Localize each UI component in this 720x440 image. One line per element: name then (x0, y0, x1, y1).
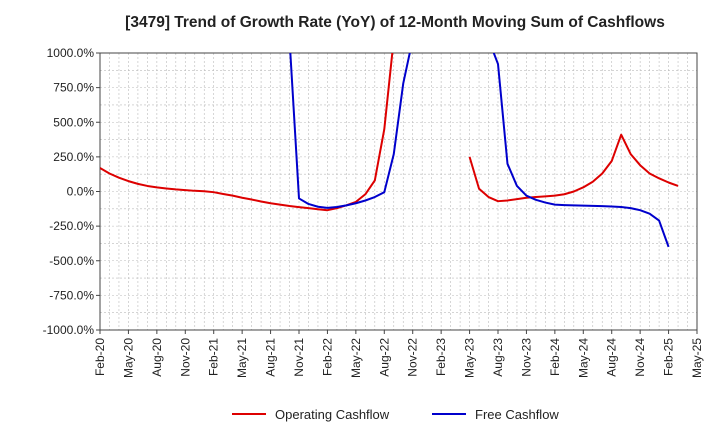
x-tick-label: Aug-22 (377, 338, 391, 377)
y-tick-label: 500.0% (53, 115, 94, 129)
series-free-cashflow (289, 53, 670, 248)
y-tick-label: -1000.0% (43, 323, 95, 337)
x-tick-label: May-25 (690, 338, 704, 378)
x-tick-label: May-20 (121, 338, 135, 378)
x-tick-label: Feb-22 (320, 338, 334, 376)
y-tick-label: 1000.0% (47, 46, 95, 60)
x-tick-label: Nov-22 (406, 338, 420, 377)
x-tick-label: Nov-24 (633, 338, 647, 377)
y-tick-label: 250.0% (53, 150, 94, 164)
y-tick-label: -750.0% (49, 288, 94, 302)
y-tick-label: 750.0% (53, 81, 94, 95)
x-tick-label: Aug-24 (605, 338, 619, 377)
grid-layer (100, 53, 697, 330)
series-line (492, 53, 670, 248)
axis-layer: 1000.0% 750.0% 500.0% 250.0% 0.0% -250.0% -500… (43, 46, 704, 378)
x-tick-label: Feb-24 (548, 338, 562, 376)
y-tick-label: -250.0% (49, 219, 94, 233)
series-operating-cashflow (100, 53, 679, 212)
x-tick-label: May-24 (576, 338, 590, 378)
x-tick-label: Nov-23 (519, 338, 533, 377)
x-tick-label: Feb-23 (434, 338, 448, 376)
x-tick-label: May-21 (235, 338, 249, 378)
x-tick-label: May-23 (463, 338, 477, 378)
series-line (100, 53, 394, 212)
x-tick-label: Nov-21 (292, 338, 306, 377)
x-tick-label: May-22 (349, 338, 363, 378)
x-tick-label: Feb-25 (662, 338, 676, 376)
x-tick-label: Feb-21 (207, 338, 221, 376)
legend-layer: Operating Cashflow Free Cashflow (232, 407, 559, 422)
legend-label: Operating Cashflow (275, 407, 390, 422)
chart-title: [3479] Trend of Growth Rate (YoY) of 12-… (125, 14, 665, 31)
series-line (468, 133, 679, 203)
x-tick-label: Aug-23 (491, 338, 505, 377)
x-tick-label: Nov-20 (178, 338, 192, 377)
x-tick-label: Feb-20 (93, 338, 107, 376)
legend-label: Free Cashflow (475, 407, 559, 422)
y-tick-label: -500.0% (49, 254, 94, 268)
x-tick-label: Aug-20 (150, 338, 164, 377)
y-tick-label: 0.0% (67, 185, 95, 199)
series-layer (100, 53, 679, 248)
x-tick-label: Aug-21 (264, 338, 278, 377)
series-line (289, 53, 411, 209)
